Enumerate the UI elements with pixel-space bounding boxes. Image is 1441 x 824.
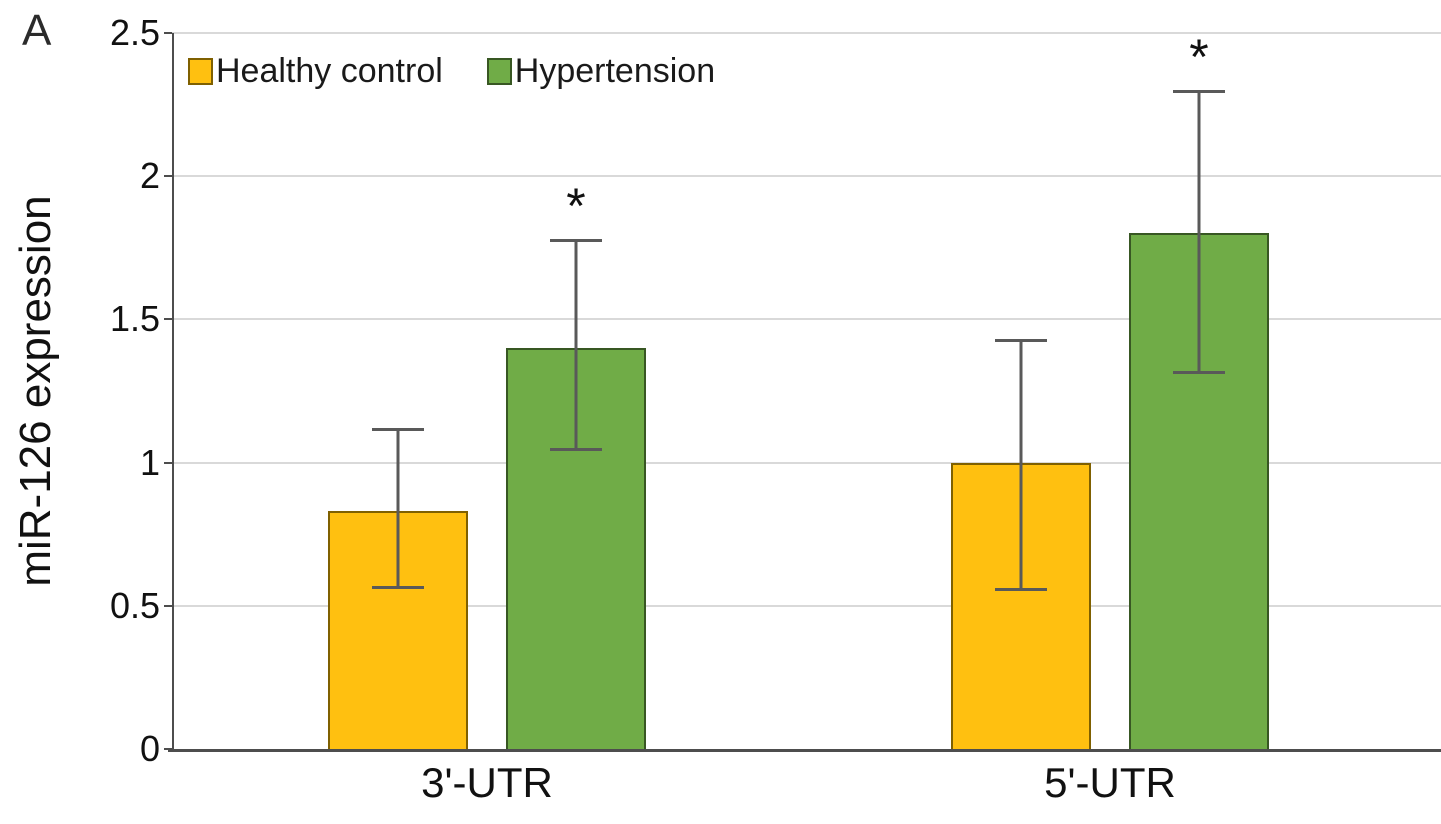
significance-asterisk: * [1189,29,1209,86]
y-axis-title: miR-126 expression [11,195,60,587]
error-bar [574,239,578,452]
y-axis-line [172,33,174,749]
x-category-label: 5'-UTR [1044,759,1176,806]
y-tick-label: 0.5 [109,584,160,626]
error-bar-cap-bottom [550,448,602,452]
error-bar-cap-top [550,239,602,243]
x-axis-line [168,749,1441,752]
legend-item: Healthy control [188,52,443,91]
error-bar-cap-bottom [995,588,1047,592]
y-tick-label: 0 [139,728,160,769]
error-bar [396,428,400,589]
gridline [172,318,1441,321]
gridline [172,604,1441,607]
error-bar-cap-top [372,428,424,432]
significance-asterisk: * [566,178,586,235]
legend-swatch-hypertension [486,58,512,85]
error-bar-cap-bottom [372,585,424,589]
y-axis-tick-mark [164,175,172,178]
error-bar [1019,339,1023,592]
legend-label: Healthy control [216,52,443,90]
error-bar-cap-bottom [1173,370,1225,374]
y-tick-label: 2.5 [109,12,160,53]
gridline [172,175,1441,178]
panel-letter-label: A [22,6,52,55]
gridline [172,461,1441,464]
error-bar [1197,90,1201,374]
legend-label: Hypertension [514,52,716,90]
x-category-label: 3'-UTR [421,759,553,806]
y-tick-label: 2 [139,155,160,197]
y-tick-label: 1 [139,441,160,483]
legend: Healthy control Hypertension [188,52,715,91]
legend-item: Hypertension [486,52,716,91]
y-axis-tick-mark [164,461,172,464]
gridline [172,32,1441,34]
y-axis-tick-mark [164,318,172,321]
legend-swatch-healthy-control [188,58,213,85]
y-axis-tick-mark [164,604,172,607]
error-bar-cap-top [995,339,1047,343]
y-axis-tick-mark [164,32,172,34]
y-tick-label: 1.5 [109,298,160,340]
error-bar-cap-top [1173,90,1225,94]
